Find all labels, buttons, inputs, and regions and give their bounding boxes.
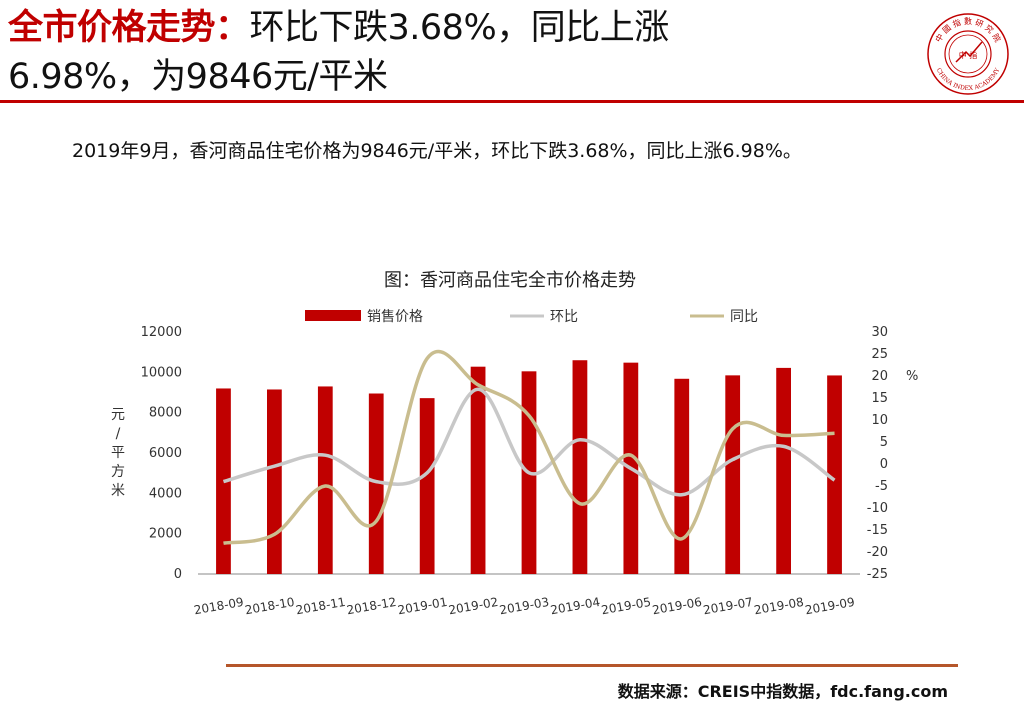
y-left-axis-title-char: /: [115, 426, 121, 442]
x-tick-label: 2019-02: [447, 595, 499, 617]
title-line1: 环比下跌3.68%，同比上涨: [249, 8, 670, 48]
bar-2018-11: [317, 386, 333, 574]
y-left-tick-label: 0: [174, 567, 182, 582]
footer-divider: [226, 664, 958, 667]
y-left-tick-label: 6000: [149, 446, 182, 461]
line-series-同比: [223, 349, 835, 545]
y-right-tick-label: 5: [880, 435, 888, 450]
y-left-tick-label: 4000: [149, 486, 182, 501]
line-series-环比: [222, 387, 836, 497]
y-right-tick-label: -10: [867, 501, 888, 516]
x-tick-label: 2019-08: [753, 595, 805, 617]
y-right-axis-title: %: [906, 369, 918, 384]
chart-title: 图：香河商品住宅全市价格走势: [384, 270, 636, 291]
x-tick-label: 2018-10: [244, 595, 296, 617]
x-tick-label: 2018-12: [346, 595, 398, 617]
legend-swatch-0: [305, 310, 361, 321]
bar-2019-06: [674, 378, 690, 574]
x-tick-label: 2019-03: [498, 595, 550, 617]
title-highlight: 全市价格走势：: [8, 8, 250, 48]
legend-label-0: 销售价格: [367, 309, 423, 325]
bar-2019-02: [470, 366, 486, 574]
y-left-axis-title-char: 平: [111, 445, 125, 461]
logo-top-text: 中 國 指 數 研 究 院: [933, 16, 1003, 44]
china-index-academy-logo: 中 國 指 數 研 究 院 中 指 CHINA INDEX ACADEMY: [927, 13, 1009, 95]
y-left-tick-label: 10000: [141, 365, 182, 380]
x-tick-label: 2019-04: [549, 595, 601, 617]
page-title: 全市价格走势：环比下跌3.68%，同比上涨 6.98%，为9846元/平米: [8, 4, 908, 102]
y-right-tick-label: 0: [880, 457, 888, 472]
y-left-tick-label: 2000: [149, 527, 182, 542]
y-right-tick-label: -20: [867, 545, 888, 560]
legend-label-2: 同比: [730, 309, 758, 325]
svg-text:CHINA INDEX ACADEMY: CHINA INDEX ACADEMY: [935, 66, 1002, 92]
x-tick-label: 2019-01: [397, 595, 449, 617]
legend-label-1: 环比: [550, 309, 578, 325]
header-divider: [0, 100, 1024, 103]
bar-2019-07: [725, 375, 741, 574]
summary-text: 2019年9月，香河商品住宅价格为9846元/平米，环比下跌3.68%，同比上涨…: [72, 140, 802, 162]
y-right-tick-label: 25: [871, 347, 888, 362]
x-tick-label: 2019-09: [804, 595, 856, 617]
y-left-tick-label: 12000: [141, 325, 182, 340]
y-left-axis-title-char: 方: [111, 464, 125, 480]
logo-center-text: 中 指: [959, 50, 978, 60]
x-tick-label: 2019-05: [600, 595, 652, 617]
y-left-axis-title: 元 / 平方米: [108, 406, 128, 501]
bar-2019-01: [419, 398, 435, 574]
title-line2: 6.98%，为9846元/平米: [8, 57, 388, 97]
data-source: 数据来源：CREIS中指数据，fdc.fang.com: [617, 682, 948, 701]
y-right-tick-label: 20: [871, 369, 888, 384]
y-left-tick-label: 8000: [149, 406, 182, 421]
y-right-tick-label: -15: [867, 523, 888, 538]
x-tick-label: 2019-06: [651, 595, 703, 617]
y-left-axis-title-char: 元: [111, 407, 125, 423]
x-tick-label: 2019-07: [702, 595, 754, 617]
logo-bottom-text: CHINA INDEX ACADEMY: [935, 66, 1002, 92]
bar-2018-12: [368, 393, 384, 574]
x-tick-label: 2018-11: [295, 595, 347, 617]
y-right-tick-label: -25: [867, 567, 888, 582]
y-right-tick-label: 10: [871, 413, 888, 428]
bar-2018-10: [267, 389, 282, 574]
y-right-tick-label: 30: [871, 325, 888, 340]
svg-text:中 國 指 數 研 究 院: 中 國 指 數 研 究 院: [933, 16, 1003, 44]
bar-2019-09: [827, 375, 842, 574]
bar-2019-08: [776, 367, 791, 574]
y-left-axis-title-char: 米: [111, 483, 125, 499]
y-right-tick-label: 15: [871, 391, 888, 406]
y-right-tick-label: -5: [875, 479, 888, 494]
x-tick-label: 2018-09: [193, 595, 245, 617]
bar-2019-04: [572, 360, 588, 574]
